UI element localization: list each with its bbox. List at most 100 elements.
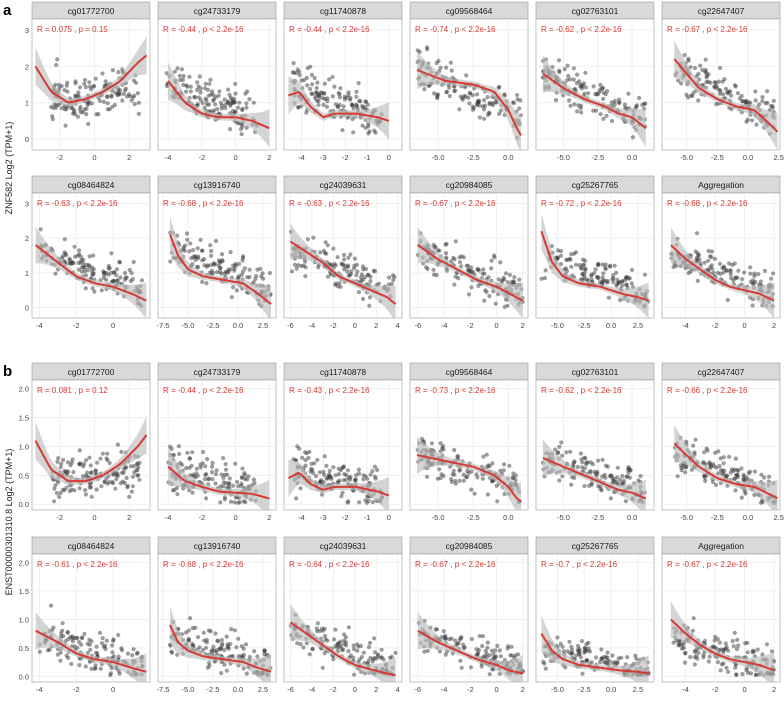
data-point — [372, 636, 377, 641]
x-tick-label: 2.5 — [258, 685, 268, 694]
data-point — [62, 237, 67, 242]
data-point — [179, 67, 185, 72]
data-point — [572, 460, 577, 465]
data-point — [769, 649, 775, 654]
data-point — [83, 85, 88, 90]
data-point — [93, 468, 98, 473]
data-point — [200, 248, 205, 253]
x-tick-label: 0.0 — [503, 153, 513, 162]
data-point — [338, 644, 344, 649]
data-point — [208, 243, 213, 248]
data-point — [90, 286, 95, 291]
data-point — [452, 257, 457, 262]
trend-line — [287, 471, 390, 497]
data-point — [322, 633, 328, 639]
data-point — [482, 116, 487, 121]
data-point — [115, 471, 120, 476]
x-tick-label: -5.0 — [557, 513, 570, 522]
x-tick-label: -2 — [198, 513, 205, 522]
data-point — [515, 97, 520, 102]
correlation-stat: R = -0.44 , p < 2.2e-16 — [163, 386, 244, 395]
confidence-band — [35, 36, 147, 107]
data-point — [190, 248, 196, 253]
correlation-stat: R = -0.62 , p < 2.2e-16 — [541, 25, 622, 34]
data-point — [77, 462, 82, 467]
data-point — [452, 282, 457, 287]
data-point — [228, 127, 233, 132]
confidence-band — [670, 227, 775, 318]
trend-line — [34, 434, 148, 483]
data-point — [498, 108, 503, 113]
data-point — [435, 94, 440, 100]
data-point — [511, 101, 516, 106]
data-point — [58, 465, 63, 470]
data-point — [760, 99, 765, 104]
data-point — [584, 642, 589, 647]
data-point — [557, 478, 562, 483]
data-point — [703, 478, 708, 483]
facet-b-9: cg24039631 R = -0.64 , p < 2.2e-16 -6 -4 -2 0… — [283, 536, 403, 694]
data-point — [213, 481, 218, 486]
data-point — [479, 664, 484, 669]
y-tick-label: 0.5 — [19, 471, 29, 480]
data-point — [53, 271, 58, 276]
data-point — [764, 642, 770, 647]
data-point — [318, 479, 323, 484]
data-point — [130, 653, 135, 658]
x-tick-label: -2.5 — [207, 321, 220, 330]
data-point — [224, 634, 229, 639]
data-point — [566, 73, 571, 79]
y-tick-label: 3 — [25, 26, 29, 35]
x-tick-label: 4 — [396, 685, 400, 694]
data-point — [57, 82, 62, 87]
data-point — [622, 102, 628, 107]
data-point — [686, 58, 691, 63]
data-point — [628, 468, 633, 473]
data-point — [721, 472, 726, 477]
data-point — [352, 256, 357, 261]
data-point — [345, 269, 350, 274]
data-point — [745, 117, 750, 122]
y-tick-label: 1 — [25, 269, 29, 278]
facet-strip-label: cg22647407 — [698, 6, 745, 16]
data-point — [214, 468, 219, 473]
x-tick-label: 2 — [374, 685, 378, 694]
data-point — [314, 85, 319, 91]
data-point — [618, 298, 623, 303]
facet-strip-label: cg01772700 — [68, 6, 115, 16]
data-point — [81, 257, 86, 263]
data-point — [50, 114, 55, 119]
data-point — [471, 105, 476, 110]
data-point — [132, 470, 137, 475]
data-point — [216, 639, 221, 644]
data-point — [366, 131, 371, 136]
data-point — [243, 642, 249, 647]
data-point — [485, 645, 490, 650]
data-point — [131, 78, 137, 83]
data-point — [228, 250, 233, 255]
data-point — [172, 69, 177, 74]
confidence-band — [288, 459, 389, 510]
data-point — [109, 251, 114, 256]
data-point — [417, 49, 422, 55]
facet-a-8: cg13916740 R = -0.68 , p < 2.2e-16 -7.5 -5.… — [157, 175, 277, 330]
correlation-stat: R = -0.43 , p < 2.2e-16 — [289, 386, 370, 395]
data-point — [203, 81, 208, 86]
data-point — [452, 447, 457, 453]
data-point — [457, 468, 462, 473]
data-point — [330, 74, 335, 80]
data-point — [577, 263, 582, 268]
data-point — [741, 472, 746, 477]
data-point — [719, 662, 725, 667]
data-point — [674, 263, 679, 268]
data-point — [221, 484, 226, 489]
data-point — [379, 647, 384, 652]
data-point — [132, 102, 137, 107]
data-point — [579, 110, 584, 115]
x-tick-label: -5.0 — [182, 685, 195, 694]
x-tick-label: 0.0 — [743, 153, 753, 162]
data-point — [542, 276, 548, 281]
data-point — [240, 466, 245, 471]
data-point — [175, 66, 180, 71]
data-point — [92, 289, 97, 294]
